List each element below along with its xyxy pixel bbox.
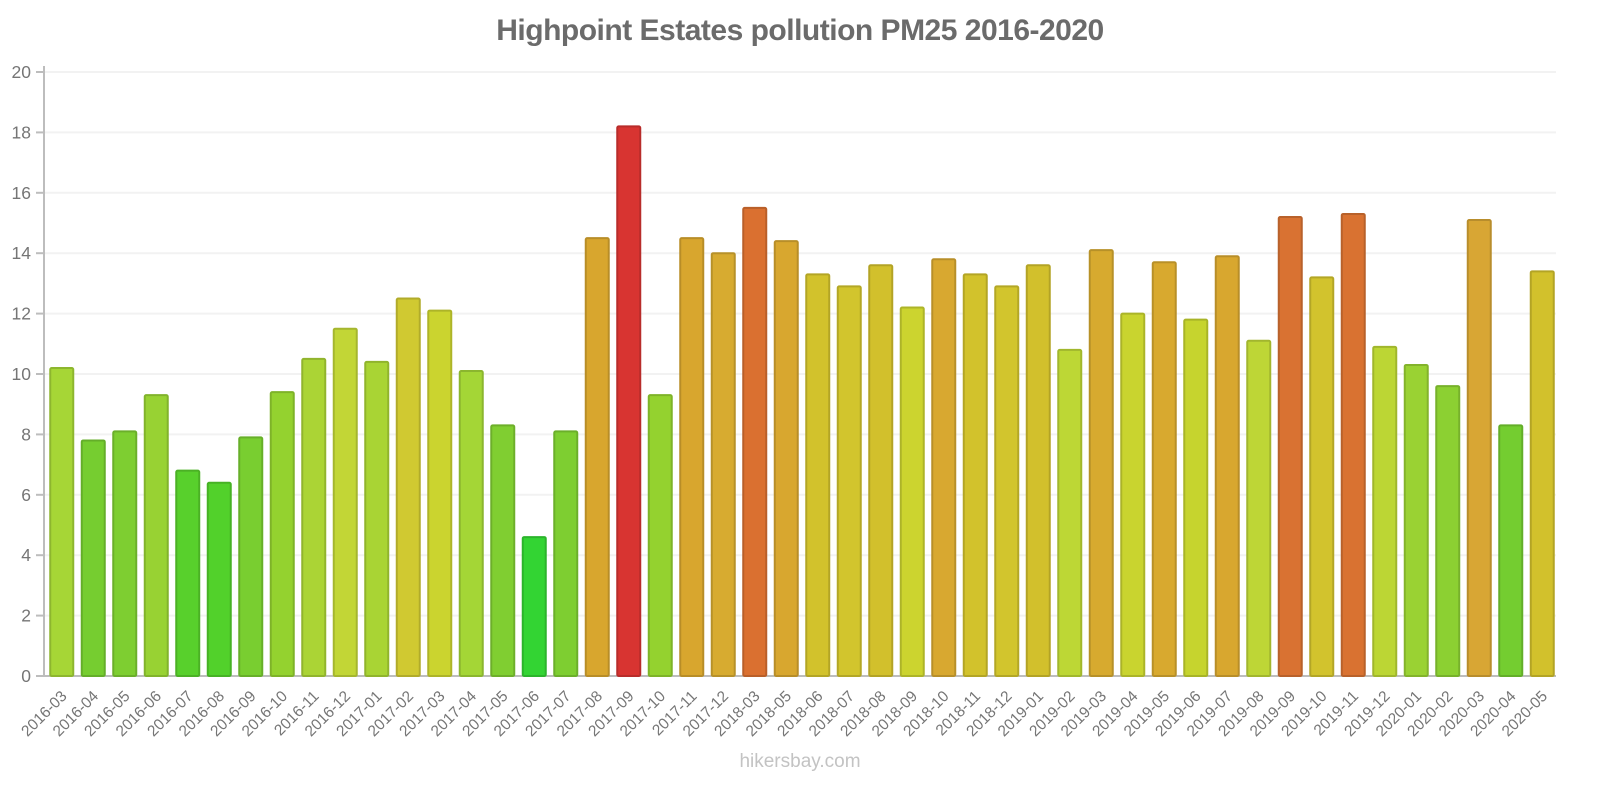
bar-2017-12 bbox=[710, 252, 736, 677]
bar-2017-07 bbox=[553, 430, 579, 677]
bar-2018-03 bbox=[742, 206, 768, 677]
bar-2019-04 bbox=[1120, 312, 1146, 677]
y-axis-label-14: 14 bbox=[12, 243, 32, 263]
bar-2017-08 bbox=[584, 237, 610, 677]
bar-2019-07 bbox=[1214, 255, 1240, 677]
bar-2018-07 bbox=[836, 285, 862, 677]
bar-2016-08 bbox=[206, 481, 232, 677]
source-watermark: hikersbay.com bbox=[739, 751, 861, 772]
bar-2018-05 bbox=[773, 240, 799, 677]
bar-2019-12 bbox=[1372, 345, 1398, 677]
y-axis-label-20: 20 bbox=[12, 62, 32, 82]
bar-2018-12 bbox=[994, 285, 1020, 677]
y-axis-label-18: 18 bbox=[12, 122, 31, 142]
bar-2018-06 bbox=[805, 273, 831, 677]
bar-2017-04 bbox=[458, 369, 484, 677]
bar-2018-09 bbox=[899, 306, 925, 677]
bar-2020-01 bbox=[1403, 363, 1429, 677]
bar-2019-11 bbox=[1340, 212, 1366, 677]
bar-2020-04 bbox=[1498, 424, 1524, 677]
y-axis-label-12: 12 bbox=[12, 304, 31, 324]
bar-2019-10 bbox=[1309, 276, 1335, 677]
bar-2020-02 bbox=[1435, 385, 1461, 677]
bar-2016-03 bbox=[49, 366, 75, 677]
y-axis-label-10: 10 bbox=[12, 364, 32, 384]
bar-2017-01 bbox=[364, 360, 390, 677]
bar-2019-02 bbox=[1057, 348, 1083, 677]
bar-2017-06 bbox=[521, 536, 547, 678]
bar-2019-06 bbox=[1183, 318, 1209, 677]
bar-2018-08 bbox=[868, 264, 894, 677]
bar-2017-02 bbox=[395, 297, 421, 677]
bar-2019-01 bbox=[1025, 264, 1051, 677]
bar-2017-03 bbox=[427, 309, 453, 677]
y-axis-label-0: 0 bbox=[21, 666, 31, 686]
bar-2017-11 bbox=[679, 237, 705, 677]
bar-2016-10 bbox=[269, 391, 295, 677]
bar-2019-09 bbox=[1277, 215, 1303, 678]
bar-2018-11 bbox=[962, 273, 988, 677]
bar-2016-12 bbox=[332, 327, 358, 677]
y-axis-label-16: 16 bbox=[12, 183, 31, 203]
bar-2019-08 bbox=[1246, 339, 1272, 677]
y-axis-label-8: 8 bbox=[21, 424, 31, 444]
bar-2019-03 bbox=[1088, 249, 1114, 677]
bar-2020-03 bbox=[1466, 218, 1492, 677]
chart-title: Highpoint Estates pollution PM25 2016-20… bbox=[496, 14, 1104, 47]
bar-2016-11 bbox=[301, 357, 327, 677]
bar-2018-10 bbox=[931, 258, 957, 677]
y-axis-label-4: 4 bbox=[21, 545, 31, 565]
bar-2016-09 bbox=[238, 436, 264, 678]
bar-2016-07 bbox=[175, 469, 201, 678]
bar-2020-05 bbox=[1529, 270, 1555, 677]
bar-2017-05 bbox=[490, 424, 516, 677]
bar-2017-09 bbox=[616, 125, 642, 678]
bar-2019-05 bbox=[1151, 261, 1177, 677]
bar-2016-06 bbox=[143, 394, 169, 677]
y-axis-label-2: 2 bbox=[21, 606, 31, 626]
bar-2017-10 bbox=[647, 394, 673, 677]
y-axis-label-6: 6 bbox=[21, 485, 31, 505]
bar-2016-04 bbox=[80, 439, 106, 677]
bar-2016-05 bbox=[112, 430, 138, 677]
